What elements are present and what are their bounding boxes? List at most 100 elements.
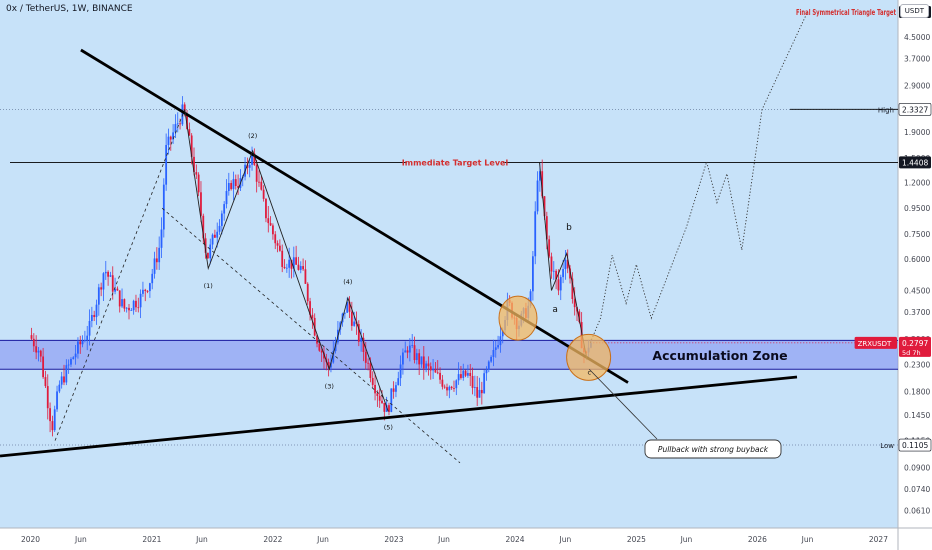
- candle: [402, 348, 404, 375]
- candle-body: [290, 259, 293, 269]
- candle-body: [295, 257, 298, 265]
- candle-body: [562, 269, 564, 278]
- candle-body: [148, 283, 151, 292]
- candle-body: [469, 373, 472, 377]
- time-tick-label: 2024: [505, 535, 524, 544]
- candle: [128, 304, 130, 320]
- candle-body: [267, 218, 270, 224]
- candle: [188, 122, 191, 136]
- price-tick-label: 1.9000: [904, 128, 930, 137]
- candle: [362, 332, 365, 362]
- candle: [357, 320, 360, 347]
- candle-body: [374, 384, 376, 394]
- candle: [392, 381, 395, 399]
- candle-body: [209, 244, 212, 259]
- candle: [144, 288, 147, 302]
- candle-body: [462, 370, 465, 378]
- candle-body: [79, 341, 82, 345]
- candle-body: [190, 135, 193, 157]
- candle-body: [413, 345, 416, 361]
- candle: [220, 210, 223, 235]
- candle-body: [476, 387, 479, 398]
- candle-body: [478, 389, 481, 398]
- candle: [404, 341, 407, 353]
- candle-body: [422, 356, 425, 369]
- candle: [378, 386, 381, 408]
- candle: [559, 274, 562, 301]
- candle-body: [158, 247, 161, 263]
- candle: [429, 362, 432, 380]
- candle-body: [109, 275, 112, 277]
- candle-body: [165, 144, 168, 185]
- candle: [564, 249, 567, 280]
- candle-body: [573, 298, 576, 308]
- candle-body: [153, 258, 156, 274]
- candle-body: [65, 365, 68, 383]
- symbol-title: 0x / TetherUS, 1W, BINANCE: [6, 4, 133, 14]
- final-target-label: Final Symmetrical Triangle Target: [796, 8, 896, 17]
- candle: [253, 148, 256, 166]
- candle: [320, 346, 323, 362]
- candle-body: [278, 245, 281, 251]
- candle: [536, 171, 539, 215]
- pullback-callout-text: Pullback with strong buyback: [658, 445, 769, 454]
- candle-body: [255, 164, 258, 182]
- candle: [216, 222, 219, 248]
- candle-body: [364, 351, 367, 363]
- price-tick-label: 0.6000: [904, 255, 930, 264]
- price-tick-label: 2.9000: [904, 81, 930, 90]
- breakout-retest-circle: [498, 295, 538, 341]
- time-tick-label: 2023: [384, 535, 403, 544]
- candle-body: [220, 213, 223, 226]
- candle: [374, 372, 376, 401]
- candle-body: [276, 243, 279, 246]
- candle: [292, 246, 295, 278]
- abc-correction-path: [539, 162, 588, 360]
- candle: [146, 290, 149, 294]
- candle: [408, 338, 411, 362]
- candle-body: [332, 351, 335, 363]
- candle: [471, 367, 474, 395]
- candle: [478, 377, 481, 398]
- candle: [90, 306, 93, 328]
- candle: [209, 238, 212, 265]
- candle-body: [283, 266, 286, 269]
- candle-body: [151, 273, 154, 284]
- currency-button[interactable]: USDT: [899, 4, 929, 18]
- candle-body: [536, 180, 539, 212]
- price-label-high: 2.3327 High: [878, 103, 932, 116]
- candle: [148, 282, 151, 298]
- candle-body: [160, 229, 163, 248]
- candle-body: [53, 409, 56, 431]
- candle-body: [464, 370, 467, 376]
- candle-body: [564, 259, 567, 270]
- candle: [302, 258, 304, 271]
- candle-body: [545, 216, 548, 240]
- candle: [72, 356, 75, 360]
- price-label-value: 1.4408: [902, 158, 928, 167]
- candle: [295, 245, 298, 265]
- candle-body: [309, 301, 311, 315]
- candle-body: [427, 363, 430, 367]
- price-label-value: 0.1105: [902, 441, 928, 450]
- price-tick-label: 0.4500: [904, 286, 930, 295]
- candle-body: [395, 385, 397, 392]
- candle: [316, 333, 318, 348]
- candle: [81, 335, 84, 348]
- time-tick-label: Jun: [316, 535, 329, 544]
- candle: [32, 333, 35, 352]
- candle-body: [230, 183, 233, 190]
- time-tick-label: 2021: [142, 535, 161, 544]
- candle-body: [207, 252, 209, 259]
- candle: [497, 335, 499, 350]
- candle: [207, 252, 209, 259]
- candle: [167, 128, 170, 155]
- candle: [436, 360, 439, 375]
- price-label-low: 0.1105 Low: [880, 438, 932, 452]
- candle: [123, 298, 126, 312]
- candle-body: [455, 380, 458, 389]
- candle: [332, 340, 335, 364]
- candle: [550, 252, 553, 279]
- time-tick-label: 2027: [869, 535, 888, 544]
